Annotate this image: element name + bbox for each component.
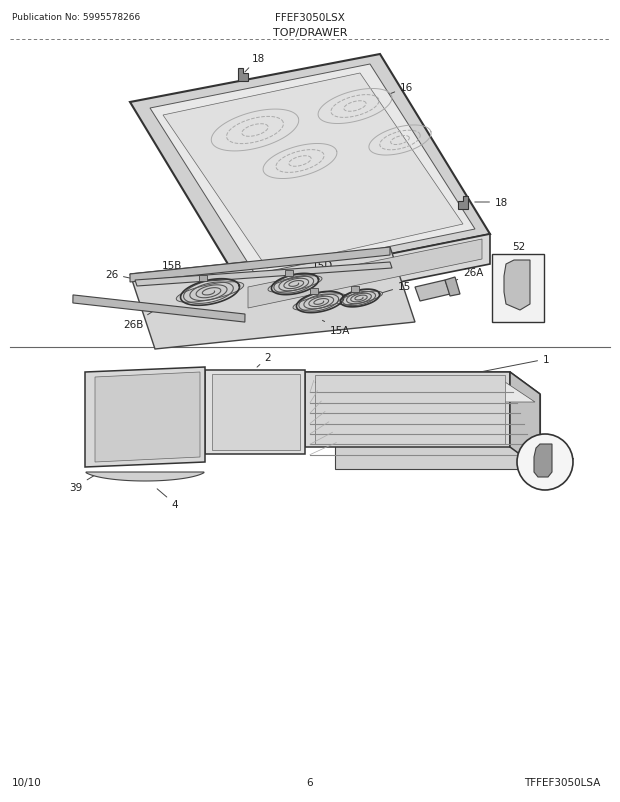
Polygon shape: [95, 373, 200, 463]
Polygon shape: [534, 444, 552, 477]
Polygon shape: [310, 289, 318, 294]
Polygon shape: [176, 282, 244, 303]
Polygon shape: [150, 65, 475, 274]
Polygon shape: [458, 196, 468, 210]
Polygon shape: [268, 277, 322, 293]
Text: Publication No: 5995578266: Publication No: 5995578266: [12, 13, 140, 22]
Polygon shape: [130, 55, 490, 285]
Polygon shape: [135, 263, 392, 286]
Text: 15D: 15D: [311, 261, 332, 278]
Polygon shape: [335, 395, 540, 469]
Polygon shape: [504, 261, 530, 310]
Polygon shape: [337, 292, 383, 306]
Polygon shape: [305, 373, 510, 448]
Polygon shape: [351, 286, 359, 292]
Text: 16: 16: [373, 83, 414, 102]
Text: 52: 52: [512, 241, 526, 252]
Text: 39: 39: [69, 474, 97, 492]
Text: TOP/DRAWER: TOP/DRAWER: [273, 28, 347, 38]
Polygon shape: [205, 371, 305, 455]
Text: 15: 15: [381, 282, 411, 294]
Text: 2: 2: [257, 353, 272, 367]
Polygon shape: [212, 375, 300, 451]
Polygon shape: [315, 375, 505, 444]
Text: 26A: 26A: [451, 268, 484, 283]
Polygon shape: [130, 248, 390, 282]
Text: 10/10: 10/10: [12, 777, 42, 787]
Polygon shape: [130, 248, 415, 350]
Polygon shape: [86, 472, 204, 481]
Text: 15B: 15B: [162, 261, 193, 281]
Polygon shape: [163, 74, 463, 269]
Text: 1: 1: [483, 354, 549, 372]
Polygon shape: [305, 373, 540, 395]
Polygon shape: [293, 294, 347, 311]
Polygon shape: [73, 295, 245, 322]
Text: 15: 15: [277, 253, 296, 271]
Text: FFEF3050LSX: FFEF3050LSX: [275, 13, 345, 23]
Circle shape: [517, 435, 573, 490]
Polygon shape: [315, 383, 535, 403]
Polygon shape: [445, 277, 460, 297]
Polygon shape: [510, 373, 540, 469]
Text: 18: 18: [475, 198, 508, 208]
Text: 4: 4: [157, 489, 179, 509]
Text: 26: 26: [105, 269, 145, 282]
Polygon shape: [85, 367, 205, 468]
Text: TFFEF3050LSA: TFFEF3050LSA: [524, 777, 600, 787]
Bar: [492, 255, 544, 322]
Text: 26: 26: [360, 265, 391, 283]
Polygon shape: [285, 270, 293, 277]
Polygon shape: [240, 235, 490, 314]
Polygon shape: [415, 281, 450, 302]
Polygon shape: [248, 240, 482, 309]
Text: 15A: 15A: [322, 321, 350, 335]
Text: 7: 7: [551, 457, 574, 468]
Text: 26B: 26B: [123, 312, 153, 330]
Polygon shape: [198, 276, 206, 282]
Polygon shape: [238, 69, 248, 82]
Text: 18: 18: [245, 54, 265, 73]
Text: 6: 6: [307, 777, 313, 787]
